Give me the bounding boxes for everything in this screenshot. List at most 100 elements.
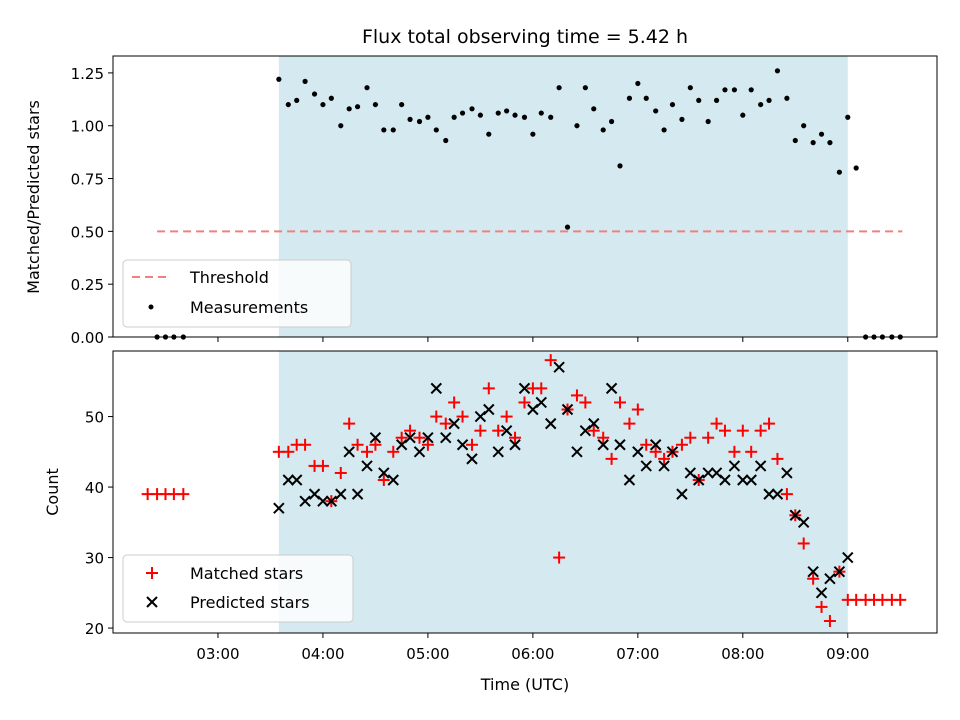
predicted-star-point: [754, 460, 767, 472]
measurement-point: [469, 106, 475, 112]
predicted-star-point: [702, 467, 714, 479]
measurement-point: [574, 123, 580, 129]
predicted-star-point: [693, 474, 705, 486]
measurement-point: [766, 97, 772, 103]
measurement-point: [696, 97, 702, 103]
measurement-point: [285, 101, 291, 108]
measurement-point: [801, 123, 807, 129]
bottom-y-tick-label: 30: [85, 550, 104, 568]
matched-star-point: [745, 445, 758, 458]
bottom-y-axis-label: Count: [43, 468, 62, 516]
matched-star-point: [395, 431, 408, 444]
matched-star-point: [771, 452, 784, 465]
top-y-tick-label: 0.25: [71, 276, 104, 294]
predicted-star-point: [448, 417, 460, 430]
matched-star-point: [509, 431, 522, 444]
matched-star-point: [597, 431, 610, 444]
measurement-point: [451, 114, 457, 120]
predicted-star-point: [404, 432, 416, 444]
measurement-point: [416, 118, 423, 125]
predicted-star-point: [509, 439, 521, 451]
predicted-star-point: [492, 446, 504, 458]
chart-title: Flux total observing time = 5.42 h: [362, 26, 688, 48]
measurement-point: [390, 127, 396, 133]
measurement-point: [294, 97, 300, 103]
measurement-point: [748, 87, 754, 93]
predicted-star-point: [466, 453, 478, 465]
measurement-point: [661, 127, 667, 133]
matched-star-point: [754, 424, 767, 437]
matched-star-point: [718, 424, 731, 437]
measurement-point: [792, 137, 798, 144]
measurement-point: [364, 85, 370, 91]
matched-star-point: [736, 424, 749, 437]
predicted-star-point: [571, 446, 583, 458]
measurement-point: [538, 110, 544, 116]
measurement-point: [276, 76, 282, 82]
predicted-star-point: [640, 460, 652, 472]
matched-star-point: [421, 438, 434, 451]
predicted-star-point: [737, 474, 749, 486]
predicted-star-point: [430, 382, 443, 395]
measurement-point: [635, 80, 641, 87]
predicted-star-point: [771, 488, 784, 500]
predicted-star-point: [317, 495, 329, 507]
matched-star-point: [343, 417, 356, 430]
measurement-point: [591, 106, 597, 112]
predicted-star-point: [282, 474, 295, 486]
measurement-points: [154, 68, 903, 340]
matched-star-point: [456, 410, 469, 423]
predicted-star-point: [413, 446, 426, 458]
matched-star-point: [482, 382, 495, 395]
matched-star-point: [763, 417, 776, 430]
matched-star-point: [570, 389, 583, 402]
predicted-star-point: [518, 382, 531, 395]
predicted-star-point: [605, 382, 618, 395]
matched-star-point: [823, 615, 836, 628]
measurement-point: [705, 118, 711, 125]
predicted-star-point: [614, 439, 626, 451]
matched-star-point: [658, 452, 671, 465]
measurement-point: [818, 131, 825, 137]
predicted-star-point: [623, 474, 636, 486]
measurement-point: [346, 106, 352, 112]
measurement-point: [504, 108, 510, 114]
matched-star-point: [631, 403, 644, 416]
matched-star-point: [579, 396, 592, 409]
measurement-point: [521, 114, 528, 120]
predicted-star-point: [500, 424, 513, 437]
predicted-star-point: [456, 439, 469, 451]
threshold-legend-label: Threshold: [189, 268, 269, 287]
predicted-star-point: [378, 467, 390, 479]
x-axis-label: Time (UTC): [480, 675, 569, 694]
measurement-point: [556, 85, 562, 91]
predicted-star-point: [824, 573, 836, 585]
bottom-observing-span: [278, 351, 848, 633]
matched-star-point: [535, 382, 548, 395]
matched-star-point: [649, 445, 662, 458]
predicted-star-point: [815, 587, 828, 599]
matched-star-point: [299, 438, 312, 451]
measurement-point: [687, 85, 693, 91]
matched-star-point: [474, 424, 487, 437]
matched-star-point: [728, 445, 741, 458]
measurement-point: [459, 110, 466, 116]
measurement-point: [617, 163, 623, 169]
predicted-star-point: [728, 460, 741, 472]
predicted-star-point: [561, 403, 574, 416]
predicted-star-point: [797, 516, 810, 529]
matched-star-point: [544, 354, 557, 367]
measurement-point: [354, 104, 361, 110]
measurement-point: [564, 224, 571, 230]
matched-star-point: [465, 438, 478, 451]
matched-star-point: [377, 474, 390, 487]
predicted-star-point: [335, 488, 347, 500]
predicted-star-point: [387, 474, 399, 486]
matched-star-point: [413, 431, 426, 444]
measurement-point: [302, 78, 308, 84]
predicted-star-points: [273, 361, 854, 599]
measurement-point: [643, 95, 649, 101]
predicted-star-point: [351, 488, 364, 500]
